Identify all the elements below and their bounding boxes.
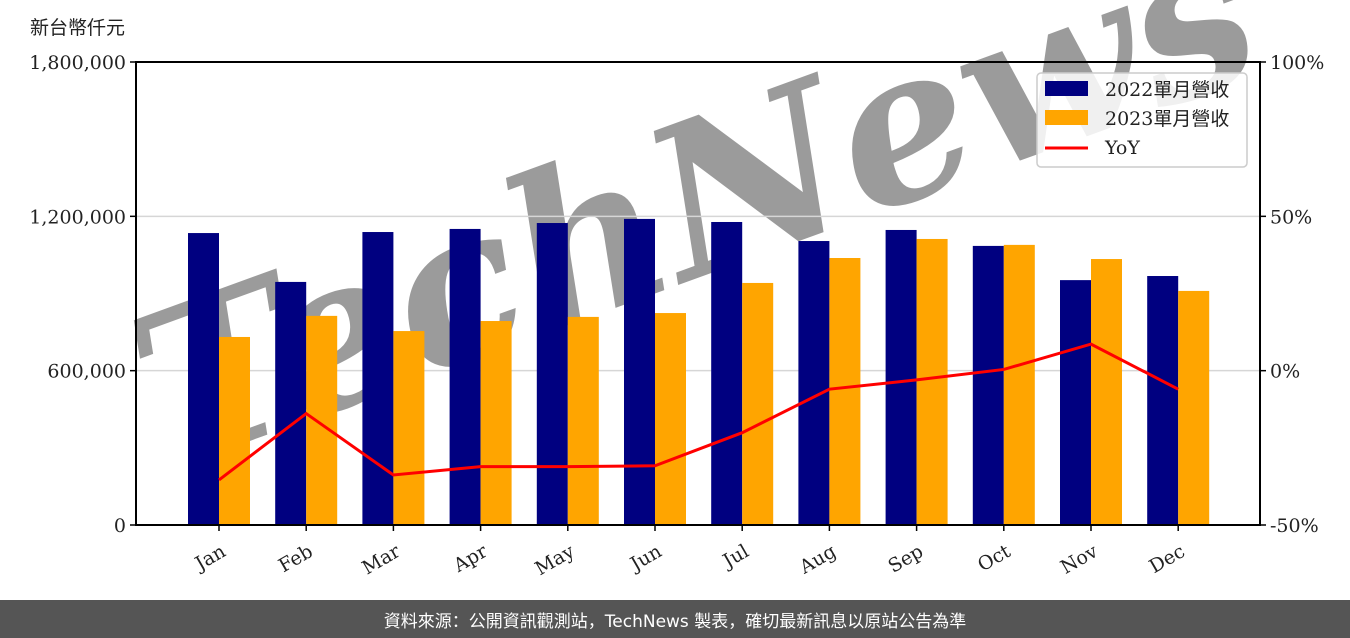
bar-2022-jun: [624, 218, 655, 525]
x-tick-label: Feb: [275, 540, 317, 577]
bar-2023-jan: [219, 336, 250, 525]
y2-tick-label: 0%: [1270, 361, 1300, 383]
x-tick-label: Jul: [718, 540, 753, 573]
legend-label: 2023單月營收: [1105, 108, 1229, 130]
bar-2022-may: [536, 223, 568, 525]
legend-swatch: [1045, 110, 1088, 125]
bar-2022-jan: [188, 233, 219, 525]
bar-2022-feb: [275, 281, 307, 525]
bar-series: [188, 218, 1210, 526]
chart-canvas: 新台幣仟元 TechNews 0600,0001,200,0001,800,00…: [29, 0, 1324, 580]
bar-2023-sep: [916, 238, 948, 526]
bar-2022-sep: [885, 229, 917, 525]
x-tick-label: Jun: [625, 540, 666, 576]
bar-2023-jun: [655, 313, 686, 525]
y2-tick-label: -50%: [1270, 515, 1319, 537]
source-footer-text: 資料來源：公開資訊觀測站，TechNews 製表，確切最新訊息以原站公告為準: [383, 611, 967, 632]
bar-2022-aug: [798, 241, 830, 525]
bar-2023-feb: [306, 315, 338, 525]
x-tick-label: Oct: [974, 540, 1015, 576]
plot-frame: [135, 61, 1261, 526]
revenue-chart: 新台幣仟元 TechNews 0 600,000 1,200,000 1,800,00…: [29, 0, 1324, 580]
x-tick-label: Mar: [358, 540, 404, 579]
bar-2022-oct: [972, 245, 1004, 526]
x-tick-label: Aug: [795, 540, 840, 579]
bar-2022-jul: [711, 221, 743, 525]
x-tick-label: Jan: [190, 540, 230, 576]
bar-2023-apr: [480, 321, 512, 525]
legend-swatch: [1045, 81, 1088, 96]
bar-2023-aug: [829, 258, 861, 525]
y2-tick-label: 50%: [1270, 206, 1312, 228]
legend: 2022單月營收 2023單月營收 YoY: [1036, 72, 1248, 168]
yoy-line: [218, 342, 1179, 482]
bar-2023-may: [567, 316, 599, 525]
bar-2023-dec: [1178, 290, 1210, 525]
x-tick-label: May: [531, 540, 578, 580]
bar-2023-oct: [1003, 244, 1035, 525]
legend-label: 2022單月營收: [1105, 79, 1229, 101]
y-tick-label: 1,800,000: [29, 52, 126, 74]
x-tick-label: Sep: [885, 540, 928, 577]
y-tick-label: 1,200,000: [29, 206, 126, 228]
source-footer: 資料來源：公開資訊觀測站，TechNews 製表，確切最新訊息以原站公告為準: [0, 600, 1350, 638]
x-tick-label: Apr: [449, 540, 492, 577]
bar-2022-mar: [362, 232, 394, 525]
bar-2023-mar: [393, 331, 425, 525]
legend-label: YoY: [1104, 137, 1140, 159]
yoy-line-series: [218, 342, 1179, 482]
y-axis-unit-label: 新台幣仟元: [30, 17, 125, 39]
bar-2023-jul: [742, 282, 774, 525]
y-tick-label: 600,000: [47, 361, 126, 383]
legend-box: [1036, 72, 1248, 168]
bar-2022-apr: [449, 228, 481, 525]
x-tick-label: Dec: [1146, 540, 1189, 578]
x-tick-label: Nov: [1057, 540, 1102, 579]
bar-2022-nov: [1060, 280, 1091, 525]
y2-tick-label: 100%: [1270, 52, 1324, 74]
y-tick-label: 0: [114, 515, 126, 537]
bar-2022-dec: [1147, 276, 1179, 525]
bar-2023-nov: [1091, 259, 1122, 525]
